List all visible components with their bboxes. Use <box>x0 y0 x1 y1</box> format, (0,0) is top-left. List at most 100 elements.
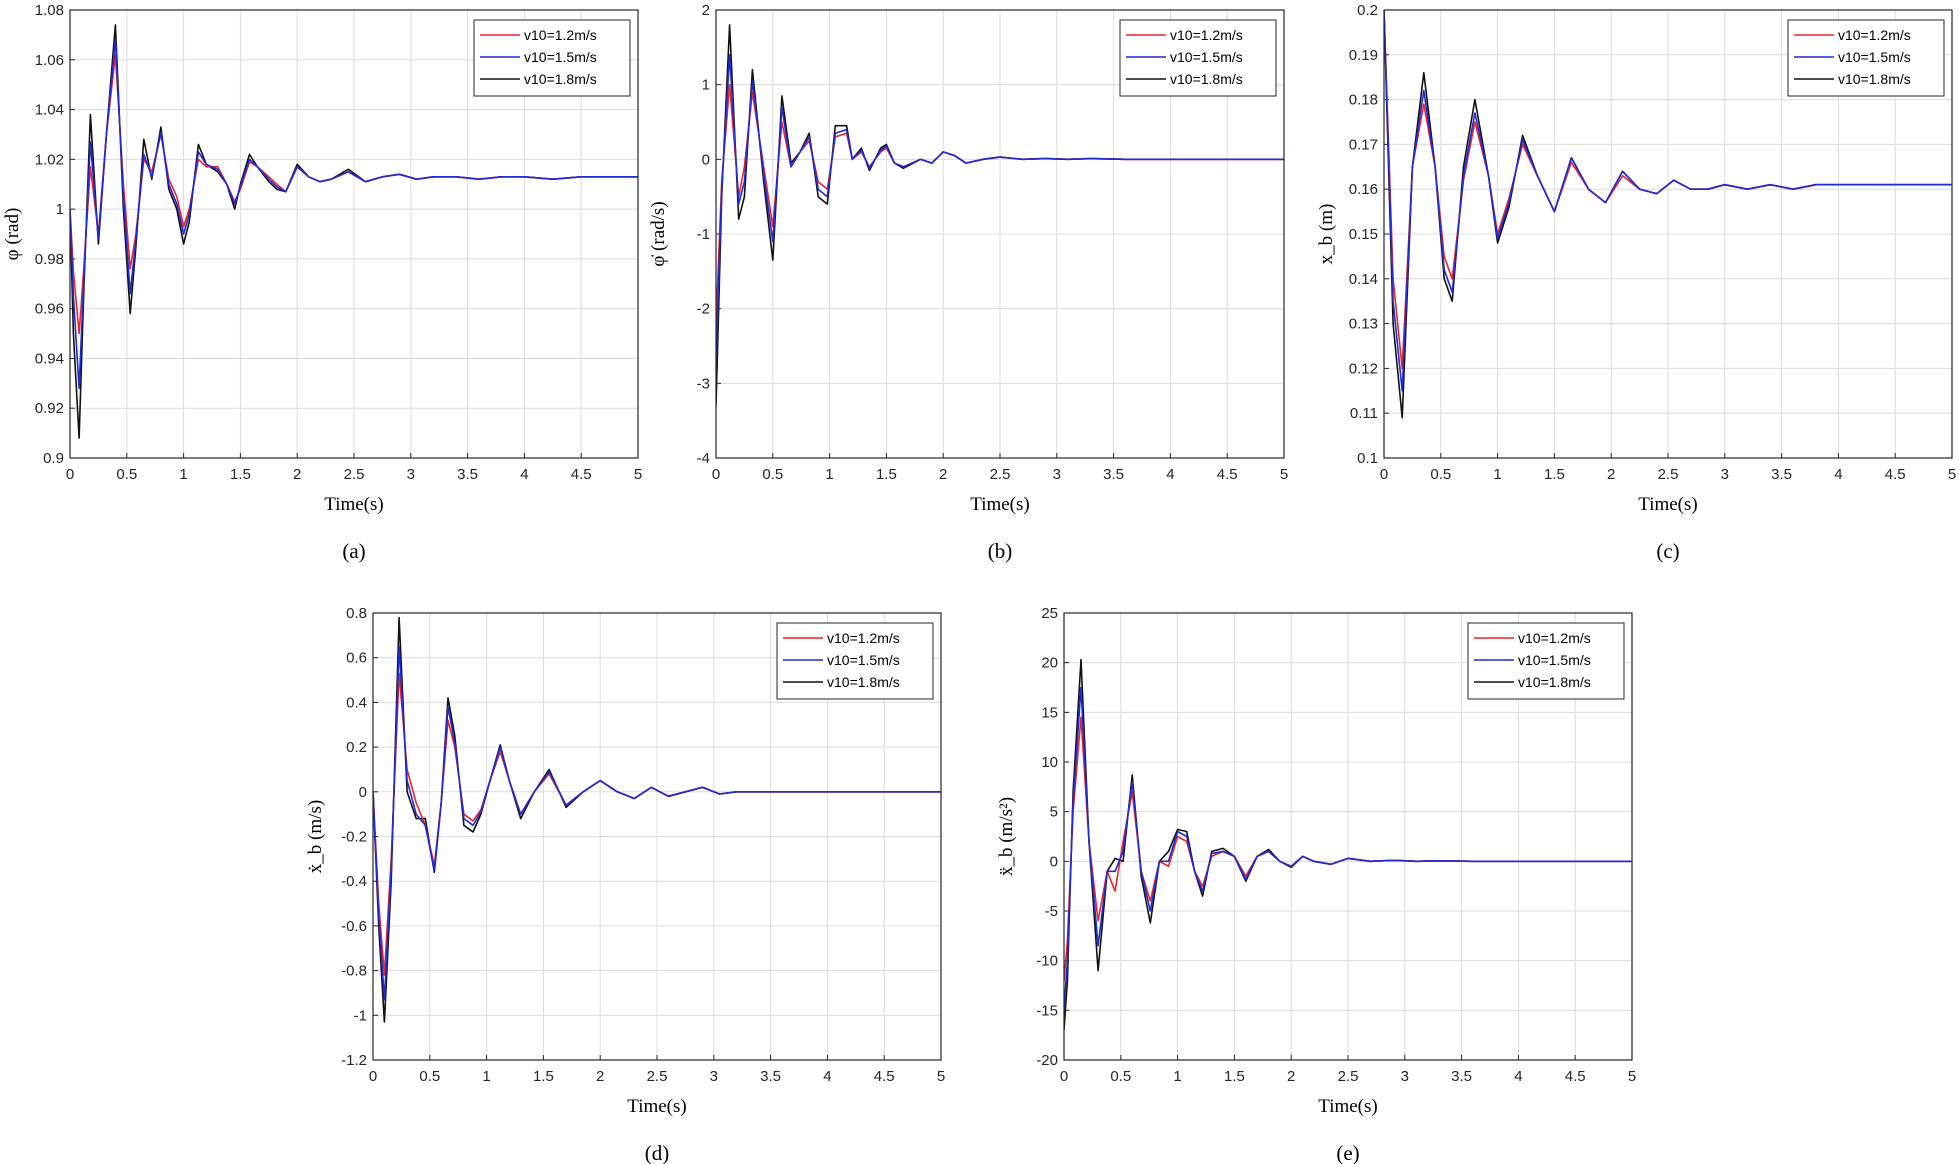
y-tick-label: 0.98 <box>35 251 64 268</box>
x-tick-label: 1 <box>825 466 833 483</box>
y-tick-label: 0.1 <box>1357 450 1378 467</box>
x-tick-label: 4 <box>823 1068 831 1085</box>
x-tick-label: 1.5 <box>876 466 897 483</box>
x-tick-label: 0 <box>1060 1068 1068 1085</box>
x-tick-label: 5 <box>1280 466 1288 483</box>
x-tick-label: 4.5 <box>1885 466 1906 483</box>
y-tick-label: -2 <box>697 301 710 318</box>
x-tick-label: 4.5 <box>1217 466 1238 483</box>
y-tick-label: 20 <box>1041 655 1058 672</box>
plot-frame <box>69 9 639 459</box>
x-axis-label: Time(s) <box>970 494 1029 515</box>
y-tick-label: -5 <box>1045 903 1058 920</box>
y-tick-label: -15 <box>1036 1002 1058 1019</box>
x-tick-label: 3.5 <box>1451 1068 1472 1085</box>
x-tick-label: 1.5 <box>533 1068 554 1085</box>
plot-frame <box>1063 612 1633 1061</box>
legend-label: v10=1.8m/s <box>827 674 900 690</box>
series-line-v10-1-5m-s <box>70 39 638 390</box>
x-tick-label: 2 <box>1607 466 1615 483</box>
x-tick-label: 1 <box>1173 1068 1181 1085</box>
chart-c: 0 0.5 1 1.5 2 2.5 3 3.5 4 4.5 5 0.1 0.11 0.12 0.13 0.14… <box>1316 2 1956 563</box>
x-tick-label: 2.5 <box>990 466 1011 483</box>
chart-a: 0 0.5 1 1.5 2 2.5 3 3.5 4 4.5 5 0.9 0.92 0.94 0.96 0.98… <box>2 2 642 563</box>
x-tick-label: 3.5 <box>457 466 478 483</box>
plot-frame <box>1383 9 1953 459</box>
y-tick-label: 0.17 <box>1349 136 1378 153</box>
legend-label: v10=1.5m/s <box>1170 49 1243 65</box>
legend-box <box>473 19 631 97</box>
y-tick-label: 0 <box>359 784 367 801</box>
plot-frame <box>372 612 942 1061</box>
x-tick-label: 1 <box>482 1068 490 1085</box>
x-tick-label: 0.5 <box>1110 1068 1131 1085</box>
subfigure-caption: (a) <box>342 539 365 563</box>
y-tick-label: 0.92 <box>35 400 64 417</box>
legend-label: v10=1.2m/s <box>1838 27 1911 43</box>
y-tick-label: 1.04 <box>35 102 64 119</box>
y-axis-label: φ̇ (rad/s) <box>648 201 669 266</box>
x-tick-label: 3.5 <box>760 1068 781 1085</box>
x-tick-label: 1.5 <box>230 466 251 483</box>
x-tick-label: 2 <box>939 466 947 483</box>
legend: v10=1.2m/s v10=1.5m/s v10=1.8m/s <box>776 622 934 700</box>
x-tick-label: 5 <box>937 1068 945 1085</box>
legend: v10=1.2m/s v10=1.5m/s v10=1.8m/s <box>1467 622 1625 700</box>
legend-label: v10=1.2m/s <box>1170 27 1243 43</box>
x-tick-label: 3 <box>1721 466 1729 483</box>
x-tick-label: 0 <box>369 1068 377 1085</box>
plot-frame <box>715 9 1285 459</box>
x-tick-label: 0 <box>712 466 720 483</box>
y-tick-label: 0.4 <box>346 694 367 711</box>
y-tick-label: 0.9 <box>43 450 64 467</box>
x-tick-label: 2 <box>293 466 301 483</box>
y-tick-label: 10 <box>1041 754 1058 771</box>
x-tick-label: 1.5 <box>1544 466 1565 483</box>
legend-box <box>776 622 934 700</box>
legend-label: v10=1.8m/s <box>524 71 597 87</box>
y-tick-label: -1.2 <box>341 1052 367 1069</box>
legend-box <box>1787 19 1945 97</box>
x-tick-label: 2 <box>596 1068 604 1085</box>
legend-box <box>1119 19 1277 97</box>
y-tick-label: 0.13 <box>1349 316 1378 333</box>
x-tick-label: 1 <box>179 466 187 483</box>
chart-b: 0 0.5 1 1.5 2 2.5 3 3.5 4 4.5 5 -4 -3 -2 -1 0 1 2 v10=1.2m… <box>648 2 1288 563</box>
x-tick-label: 2 <box>1287 1068 1295 1085</box>
legend-box <box>1467 622 1625 700</box>
y-tick-label: 0.94 <box>35 350 64 367</box>
y-tick-label: 1.02 <box>35 151 64 168</box>
y-tick-label: -0.8 <box>341 963 367 980</box>
x-tick-label: 0 <box>1380 466 1388 483</box>
x-tick-label: 4.5 <box>1565 1068 1586 1085</box>
x-tick-label: 4.5 <box>571 466 592 483</box>
x-tick-label: 0.5 <box>1430 466 1451 483</box>
legend-label: v10=1.5m/s <box>827 652 900 668</box>
x-axis-label: Time(s) <box>627 1096 686 1117</box>
legend-label: v10=1.5m/s <box>524 49 597 65</box>
x-tick-label: 4 <box>1514 1068 1522 1085</box>
y-axis-label: x_b (m) <box>1316 204 1337 265</box>
legend-label: v10=1.2m/s <box>1518 630 1591 646</box>
y-tick-label: 0.2 <box>346 739 367 756</box>
y-tick-label: -20 <box>1036 1052 1058 1069</box>
x-tick-label: 0.5 <box>762 466 783 483</box>
series-line-v10-1-5m-s <box>1384 10 1952 392</box>
y-tick-label: 0.18 <box>1349 92 1378 109</box>
x-tick-label: 3 <box>710 1068 718 1085</box>
legend-label: v10=1.8m/s <box>1838 71 1911 87</box>
y-tick-label: -3 <box>697 375 710 392</box>
x-axis-label: Time(s) <box>324 494 383 515</box>
y-tick-label: 0.6 <box>346 650 367 667</box>
subfigure-caption: (c) <box>1656 539 1679 563</box>
x-tick-label: 5 <box>1628 1068 1636 1085</box>
legend: v10=1.2m/s v10=1.5m/s v10=1.8m/s <box>1787 19 1945 97</box>
y-tick-label: -0.4 <box>341 873 367 890</box>
series-line-v10-1-5m-s <box>373 645 941 1001</box>
chart-e: 0 0.5 1 1.5 2 2.5 3 3.5 4 4.5 5 -20 -15 -10 -5 0 5 10 15 20… <box>996 605 1636 1164</box>
x-tick-label: 0.5 <box>419 1068 440 1085</box>
y-tick-label: 0.19 <box>1349 47 1378 64</box>
x-tick-label: 3 <box>1401 1068 1409 1085</box>
chart-d: 0 0.5 1 1.5 2 2.5 3 3.5 4 4.5 5 -1.2 -1 -0.8 -0.6 -0.4 -… <box>305 605 945 1164</box>
x-tick-label: 3.5 <box>1103 466 1124 483</box>
